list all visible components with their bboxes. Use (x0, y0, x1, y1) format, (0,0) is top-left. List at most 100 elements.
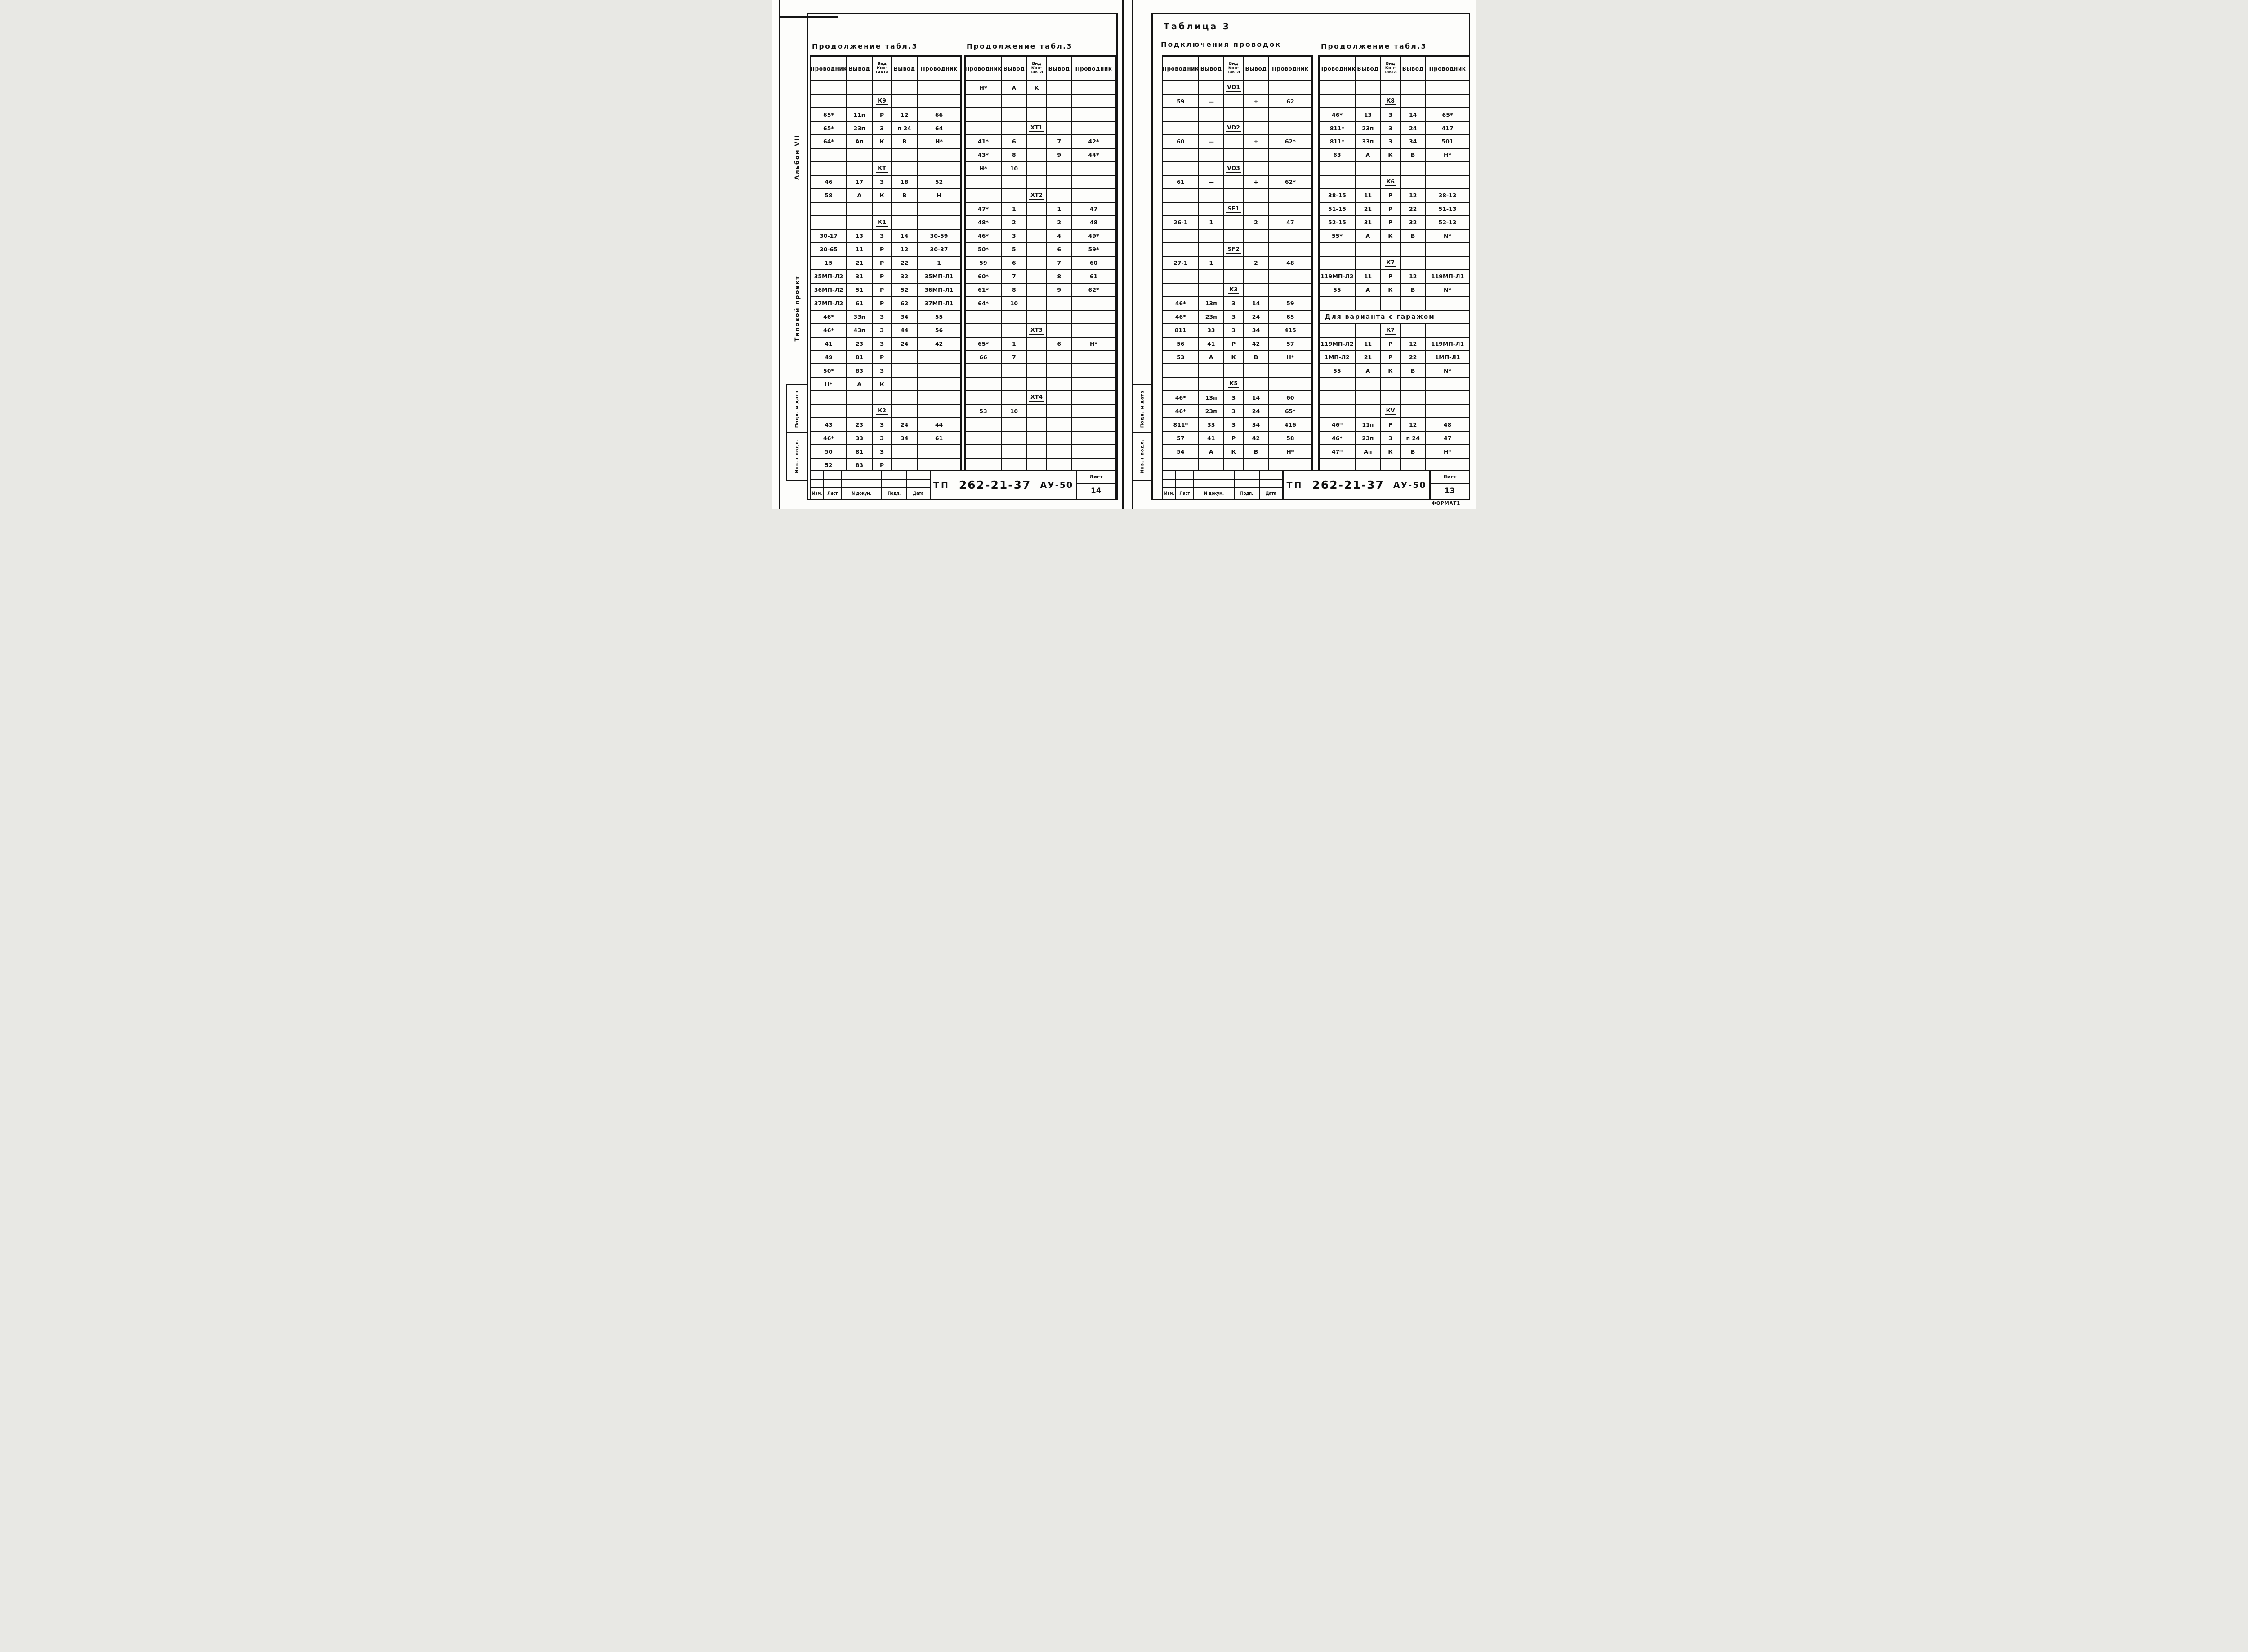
section-label: VD3 (1226, 165, 1241, 173)
cell (1320, 391, 1356, 404)
cell: А (1002, 81, 1027, 94)
cell (1426, 162, 1469, 175)
cell (1047, 432, 1073, 445)
cell: Н* (811, 378, 847, 391)
cell (1320, 95, 1356, 108)
cell (1002, 418, 1027, 431)
revision-label-data: Дата (1259, 487, 1283, 499)
table-row: 64* 10 (966, 297, 1115, 311)
cell: К7 (1381, 324, 1401, 337)
cell (1401, 324, 1427, 337)
table-row: 38-15 11 Р 12 38-13 (1320, 189, 1469, 203)
cell (1244, 283, 1269, 296)
cell: В (1401, 364, 1427, 377)
cell: 41 (811, 337, 847, 350)
revision-label-list: Лист (824, 487, 842, 499)
cell: 32 (892, 270, 918, 283)
cell: N* (1444, 367, 1452, 374)
cell (918, 391, 960, 404)
cell (918, 378, 960, 390)
cell: 119МП-Л1 (1431, 340, 1464, 348)
cell (1002, 391, 1027, 404)
cell (1002, 445, 1027, 458)
table-row: 48* 2 2 48 (966, 216, 1115, 230)
cell: 22 (892, 256, 918, 269)
cell: 18 (892, 175, 918, 188)
cell: 24 (1244, 405, 1269, 418)
empty-row (1163, 270, 1311, 284)
cell: 59 (1163, 95, 1199, 108)
table-row: 58 А К В Н (811, 189, 960, 203)
cell: 23 (847, 418, 873, 431)
section-label: К1 (876, 219, 888, 227)
cell: К (1027, 81, 1047, 94)
cell (1244, 459, 1269, 472)
cell (1002, 108, 1027, 121)
cell (1401, 297, 1427, 310)
cell: 6 (1047, 243, 1073, 256)
table1-title: Продолжение табл.3 (812, 42, 918, 50)
cell: 63 (1320, 148, 1356, 161)
column-header: Вид Кон- такта (1381, 57, 1401, 81)
cell (966, 445, 1002, 458)
cell: К3 (1224, 283, 1244, 296)
cell: 811 (1163, 324, 1199, 337)
cell: К (1224, 351, 1244, 364)
cell (1072, 297, 1115, 310)
revision-cell (1235, 479, 1260, 488)
cell: Н* (966, 81, 1002, 94)
cell: 61 (1089, 273, 1098, 280)
revision-label-izm: Изм. (811, 487, 824, 499)
cell: Р (1381, 418, 1401, 431)
cell: 55 (935, 313, 943, 321)
cell: 33п (847, 310, 873, 323)
table-row: 35МП-Л2 31 Р 32 35МП-Л1 (811, 270, 960, 284)
cell: 34 (892, 432, 918, 445)
cell: К (1224, 445, 1244, 458)
cell (1163, 243, 1199, 256)
cell: КV (1381, 405, 1401, 418)
section-row-VD3: VD3 (1163, 162, 1311, 176)
cell: К6 (1381, 175, 1401, 188)
cell (811, 95, 847, 108)
cell (1356, 324, 1381, 337)
cell: 52-13 (1438, 219, 1457, 226)
cell: VD1 (1224, 81, 1244, 94)
cell (1002, 310, 1027, 323)
cell: К (1381, 148, 1401, 161)
cell: А (1199, 351, 1224, 364)
cell: А (1356, 148, 1381, 161)
wiring-table-2: Проводник Вывод Вид Кон- такта Вывод Проводн… (964, 55, 1116, 473)
cell (892, 81, 918, 94)
cell (1199, 229, 1224, 242)
empty-row (1320, 297, 1469, 311)
margin-box-podp-right-label: Подп. и дата (1140, 390, 1145, 428)
table-row: 46* 43п З 44 56 (811, 324, 960, 338)
cell (1163, 108, 1199, 121)
cell (892, 95, 918, 108)
cell: 48 (1089, 219, 1098, 226)
cell (918, 95, 960, 107)
cell (1047, 378, 1073, 391)
cell: 56 (1163, 337, 1199, 350)
cell: 12 (892, 108, 918, 121)
table-row: 37МП-Л2 61 Р 62 37МП-Л1 (811, 297, 960, 311)
cell: N* (1444, 232, 1452, 240)
cell (918, 216, 960, 229)
cell (1002, 459, 1027, 472)
cell: 52 (811, 459, 847, 472)
cell (1356, 378, 1381, 391)
cell: Н* (1286, 448, 1294, 455)
cell (811, 162, 847, 175)
cell (1027, 108, 1047, 121)
revision-cell (1235, 471, 1260, 480)
table-row: 43 23 З 24 44 (811, 418, 960, 432)
column-header: Проводник (1163, 57, 1199, 81)
revision-cell (882, 471, 907, 480)
cell (1163, 229, 1199, 242)
cell: 46* (1320, 418, 1356, 431)
cell: З (873, 445, 892, 458)
cell (1027, 405, 1047, 418)
cell (1027, 283, 1047, 296)
